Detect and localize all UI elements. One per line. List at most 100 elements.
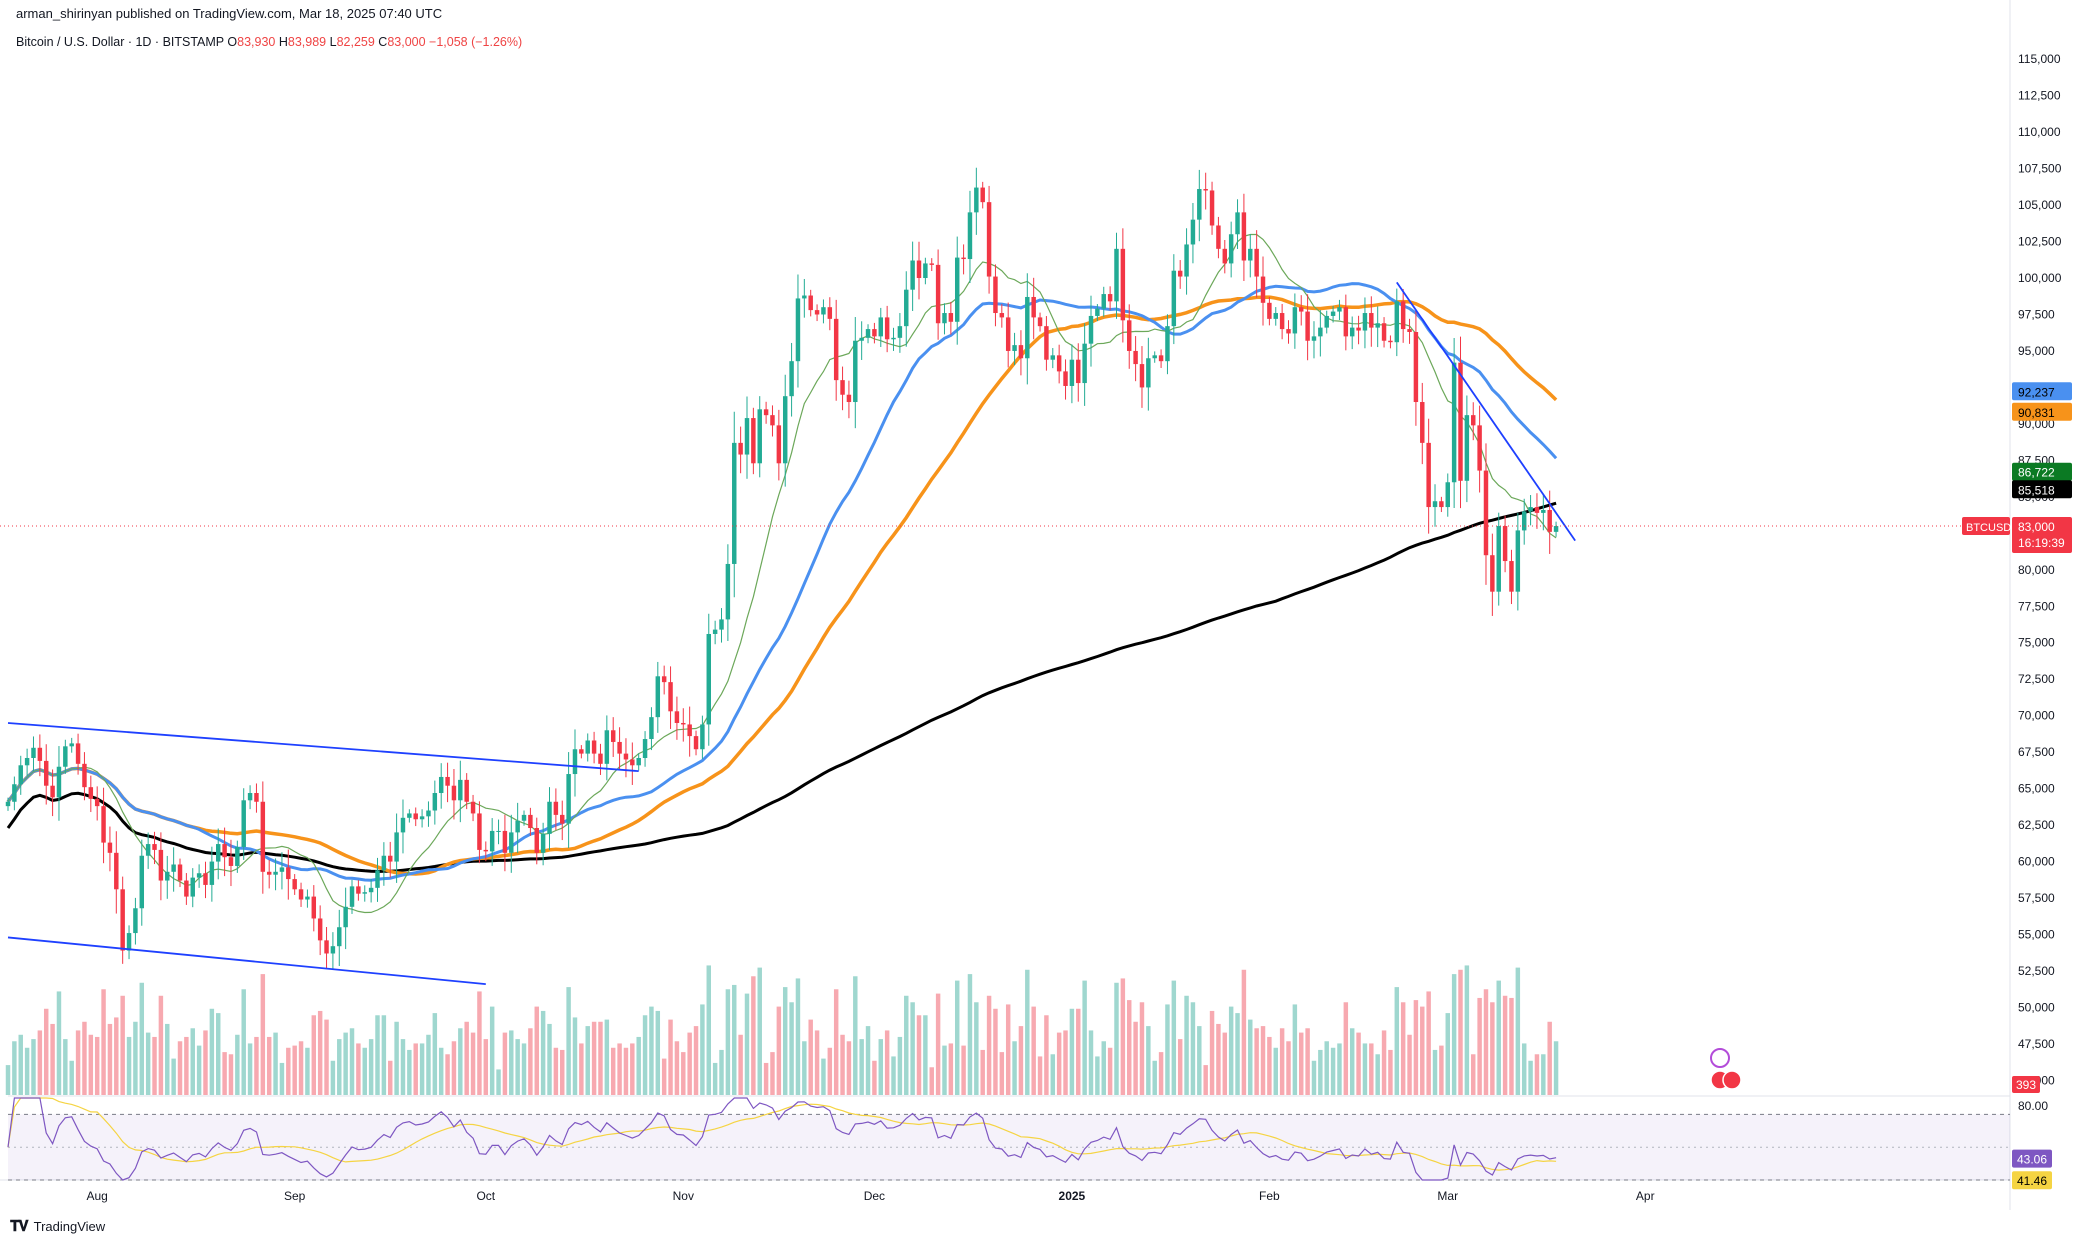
- candle-body: [910, 260, 915, 290]
- volume-bar: [413, 1043, 418, 1095]
- candle-body: [1037, 317, 1043, 327]
- candle-body: [636, 757, 641, 766]
- volume-bar: [1407, 1034, 1412, 1095]
- candle-body: [725, 563, 731, 620]
- volume-bar: [655, 1010, 661, 1095]
- close-value: 83,000: [387, 35, 426, 49]
- candle-body: [502, 830, 508, 853]
- candle-body: [1254, 248, 1259, 277]
- volume-bar: [1050, 1054, 1056, 1095]
- volume-bar: [757, 967, 762, 1095]
- close-label: C: [378, 35, 388, 49]
- candle-body: [776, 425, 782, 464]
- candle-body: [789, 361, 794, 397]
- candle-body: [744, 418, 750, 455]
- price-tick-label: 70,000: [2018, 709, 2055, 723]
- volume-bar: [1356, 1032, 1361, 1095]
- us-flag-icon-2: [1722, 1070, 1742, 1090]
- channel-lower-trendline: [7, 936, 486, 986]
- rsi-ma-line: [7, 1097, 1557, 1171]
- rsi-tick-label: 80.00: [2018, 1099, 2048, 1113]
- candle-body: [1502, 526, 1508, 562]
- volume-bar: [120, 995, 125, 1095]
- candle-body: [489, 830, 495, 852]
- volume-bar: [610, 1047, 616, 1095]
- candle-body: [375, 870, 380, 888]
- volume-bar: [273, 1032, 278, 1095]
- volume-bar: [305, 1047, 310, 1095]
- green-ma-value-badge: 86,722: [2018, 466, 2055, 480]
- volume-bar: [69, 1060, 74, 1095]
- candle-body: [1088, 315, 1094, 344]
- volume-bar: [1127, 1000, 1132, 1095]
- candle-body: [317, 918, 323, 941]
- volume-bar: [1146, 1026, 1151, 1095]
- candle-body: [152, 844, 157, 850]
- candle-body: [1107, 294, 1113, 302]
- candle-body: [649, 717, 654, 740]
- volume-bar: [553, 1047, 559, 1095]
- candle-body: [1547, 509, 1552, 532]
- volume-bar: [859, 1039, 864, 1095]
- volume-bar: [1547, 1021, 1552, 1095]
- volume-bar: [266, 1036, 272, 1095]
- volume-bar: [1184, 995, 1189, 1095]
- candle-body: [1445, 482, 1450, 508]
- candle-body: [1375, 323, 1380, 328]
- volume-badge-bg: [2012, 1076, 2040, 1093]
- ohlc-legend: Bitcoin / U.S. Dollar · 1D · BITSTAMP O8…: [16, 35, 522, 49]
- candle-body: [687, 724, 692, 737]
- rsi-value-badge: 43.06: [2017, 1153, 2047, 1167]
- volume-bars: [5, 965, 1559, 1095]
- candle-body: [107, 842, 113, 853]
- volume-bar: [515, 1039, 520, 1095]
- candle-body: [496, 830, 501, 832]
- volume-bar: [375, 1015, 380, 1095]
- candle-body: [1451, 362, 1457, 483]
- volume-bar: [509, 1030, 514, 1095]
- volume-bar: [324, 1019, 329, 1095]
- candle-body: [751, 418, 756, 464]
- volume-bar: [407, 1049, 412, 1095]
- candle-body: [101, 806, 106, 843]
- candle-body: [94, 798, 100, 807]
- rsi-ma-value-badge-bg: [2012, 1171, 2052, 1190]
- volume-bar: [1471, 1054, 1476, 1095]
- volume-bar: [636, 1036, 641, 1095]
- volume-bar: [617, 1043, 622, 1095]
- candle-body: [56, 766, 62, 798]
- candle-body: [241, 800, 246, 847]
- candle-body: [821, 307, 826, 315]
- candle-body: [534, 828, 539, 853]
- volume-bar: [1139, 1002, 1145, 1095]
- volume-bar: [1375, 1054, 1380, 1095]
- volume-bar: [94, 1036, 100, 1095]
- candle-body: [630, 759, 635, 766]
- volume-bar: [235, 1034, 240, 1095]
- volume-bar: [145, 1032, 151, 1095]
- volume-bar: [209, 1008, 215, 1095]
- candle-body: [923, 263, 928, 279]
- candle-body: [782, 396, 788, 464]
- volume-bar: [368, 1039, 374, 1095]
- candle-body: [1388, 340, 1393, 343]
- volume-bar: [1197, 1026, 1202, 1095]
- candle-body: [872, 329, 877, 337]
- candle-body: [700, 724, 705, 750]
- volume-bar: [31, 1039, 36, 1095]
- candle-body: [1146, 358, 1151, 388]
- candle-body: [1076, 359, 1081, 384]
- volume-bar: [1324, 1041, 1329, 1095]
- volume-bar: [1464, 965, 1470, 1095]
- candle-body: [1521, 511, 1527, 531]
- volume-bar: [1541, 1054, 1546, 1095]
- candle-body: [5, 801, 11, 807]
- price-tick-label: 102,500: [2018, 235, 2062, 249]
- tradingview-footer[interactable]: 𝐓𝐕 TradingView: [10, 1218, 105, 1235]
- black-ma-line: [6, 501, 1557, 873]
- volume-bar: [1037, 1056, 1043, 1095]
- volume-bar: [802, 1041, 807, 1095]
- candle-body: [846, 394, 852, 403]
